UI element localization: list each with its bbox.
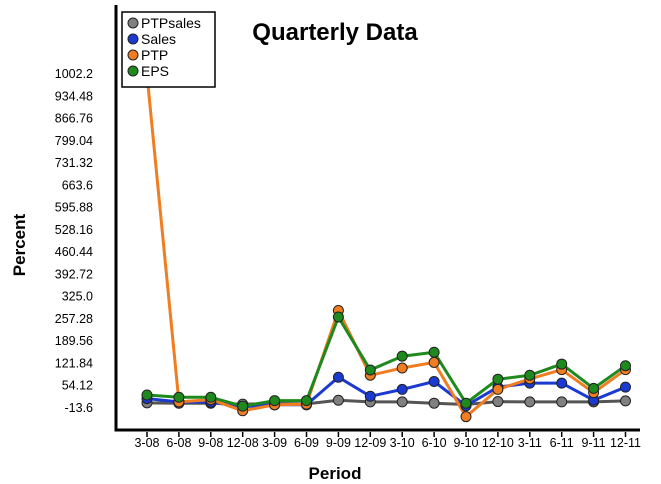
data-point-eps [269, 395, 281, 407]
x-tick-label: 12-09 [354, 436, 386, 450]
data-point-ptp [428, 356, 440, 368]
x-axis-label: Period [309, 464, 362, 483]
data-point-ptpsales [556, 396, 568, 408]
y-tick-label: 460.44 [55, 245, 93, 259]
data-point-sales [620, 381, 631, 393]
y-tick-label: 1002.2 [55, 67, 93, 81]
data-point-ptpsales [396, 396, 408, 408]
y-tick-label: 528.16 [55, 223, 93, 237]
data-point-ptpsales [332, 394, 344, 406]
data-point-eps [301, 395, 312, 407]
y-tick-label: 392.72 [55, 267, 93, 281]
y-tick-label: 325.0 [62, 290, 93, 304]
x-tick-label: 12-11 [610, 436, 641, 450]
y-tick-label: 663.6 [62, 178, 93, 192]
x-tick-label: 9-10 [453, 436, 478, 450]
x-tick-label: 12-08 [227, 436, 259, 450]
data-point-ptp [492, 383, 504, 395]
y-tick-label: 731.32 [55, 156, 93, 170]
legend-label: EPS [141, 63, 169, 79]
data-point-sales [364, 390, 376, 402]
series-line-eps [145, 315, 627, 408]
data-point-sales [396, 383, 408, 395]
data-point-ptpsales [428, 397, 440, 409]
y-tick-label: 799.04 [55, 134, 93, 148]
y-tick-label: 54.12 [62, 379, 93, 393]
data-point-ptpsales [524, 396, 536, 408]
data-point-sales [556, 377, 568, 389]
legend-label: PTP [141, 47, 168, 63]
legend-label: Sales [141, 31, 176, 47]
x-tick-label: 9-11 [582, 436, 606, 450]
data-point-eps [460, 397, 472, 409]
y-tick-label: 121.84 [55, 356, 93, 370]
plot-area: 1002.2 934.48 866.76 799.04 731.32 663.6 595.8… [55, 5, 641, 450]
x-tick-label: 12-10 [482, 436, 514, 450]
x-tick-label: 3-11 [518, 436, 542, 450]
data-point-eps [205, 391, 217, 403]
data-point-eps [428, 346, 440, 358]
y-tick-label: 595.88 [55, 201, 93, 215]
legend-marker [127, 33, 139, 45]
data-point-eps [620, 360, 631, 372]
legend-marker [127, 49, 139, 61]
x-tick-label: 9-09 [326, 436, 351, 450]
data-point-eps [173, 391, 185, 403]
data-point-ptp [396, 362, 408, 374]
x-tick-label: 6-10 [422, 436, 447, 450]
x-tick-label: 3-09 [262, 436, 287, 450]
x-tick-label: 6-11 [550, 436, 574, 450]
legend-marker [127, 65, 139, 77]
data-point-eps [364, 364, 376, 376]
y-axis-label: Percent [10, 213, 29, 276]
y-tick-label: 257.28 [55, 312, 93, 326]
x-tick-label: 3-10 [390, 436, 415, 450]
data-point-eps [332, 311, 344, 323]
data-point-ptpsales [492, 396, 504, 408]
y-tick-label: 866.76 [55, 112, 93, 126]
data-point-eps [492, 373, 504, 385]
data-point-sales [428, 375, 440, 387]
data-point-eps [524, 369, 536, 381]
data-point-eps [556, 358, 568, 370]
legend-label: PTPsales [141, 15, 201, 31]
legend-marker [127, 17, 139, 29]
data-point-ptpsales [620, 395, 631, 407]
series-line-ptp [145, 73, 627, 419]
data-point-eps [396, 350, 408, 362]
data-point-ptp [460, 411, 472, 423]
x-tick-label: 3-08 [134, 436, 159, 450]
x-tick-label: 9-08 [198, 436, 223, 450]
chart-title: Quarterly Data [252, 19, 418, 46]
data-point-eps [141, 389, 153, 401]
x-tick-label: 6-09 [294, 436, 319, 450]
y-tick-label: 189.56 [55, 334, 93, 348]
data-point-eps [588, 382, 600, 394]
data-point-sales [332, 371, 344, 383]
y-tick-label: -13.6 [65, 401, 94, 415]
data-point-eps [237, 400, 249, 412]
x-tick-label: 6-08 [166, 436, 191, 450]
y-tick-label: 934.48 [55, 89, 93, 103]
